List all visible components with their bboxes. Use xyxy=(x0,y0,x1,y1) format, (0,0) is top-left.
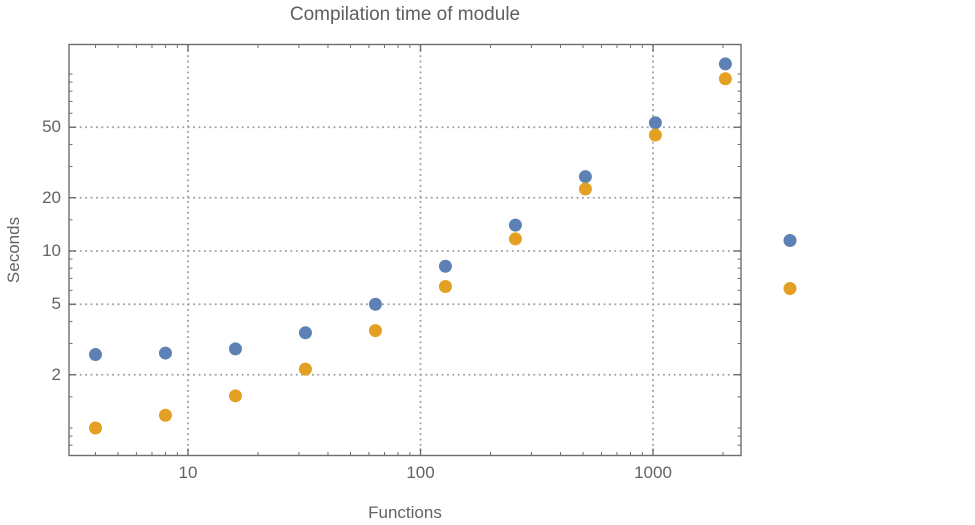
legend-marker-blue xyxy=(783,234,797,247)
data-point-orange xyxy=(88,421,102,435)
data-point-blue xyxy=(438,259,452,273)
x-axis-label: Functions xyxy=(368,503,442,522)
data-point-blue xyxy=(88,348,102,362)
x-tick-label: 100 xyxy=(406,463,435,482)
y-tick-label: 2 xyxy=(51,364,61,384)
data-point-orange xyxy=(158,408,172,422)
data-point-blue xyxy=(578,170,592,184)
plot-frame xyxy=(68,43,742,457)
data-point-blue xyxy=(298,326,312,340)
data-point-blue xyxy=(718,57,732,71)
y-tick-label: 5 xyxy=(51,294,61,314)
data-point-orange xyxy=(648,128,662,142)
data-point-orange xyxy=(298,362,312,376)
data-point-orange xyxy=(228,389,242,403)
y-tick-label: 50 xyxy=(42,117,61,137)
data-point-orange xyxy=(578,182,592,196)
y-tick-label: 10 xyxy=(42,241,61,260)
x-tick-label: 1000 xyxy=(634,463,672,482)
chart-title: Compilation time of module xyxy=(289,4,521,25)
data-point-orange xyxy=(508,232,522,246)
data-point-orange xyxy=(438,280,452,294)
x-tick-label: 10 xyxy=(178,463,198,482)
data-point-blue xyxy=(158,346,172,360)
y-tick-label: 20 xyxy=(42,187,61,207)
data-point-orange xyxy=(368,324,382,338)
data-point-orange xyxy=(718,72,732,86)
data-point-blue xyxy=(368,297,382,311)
data-point-blue xyxy=(648,116,662,130)
legend-marker-orange xyxy=(783,282,797,295)
data-point-blue xyxy=(508,218,522,232)
data-point-blue xyxy=(228,342,242,356)
